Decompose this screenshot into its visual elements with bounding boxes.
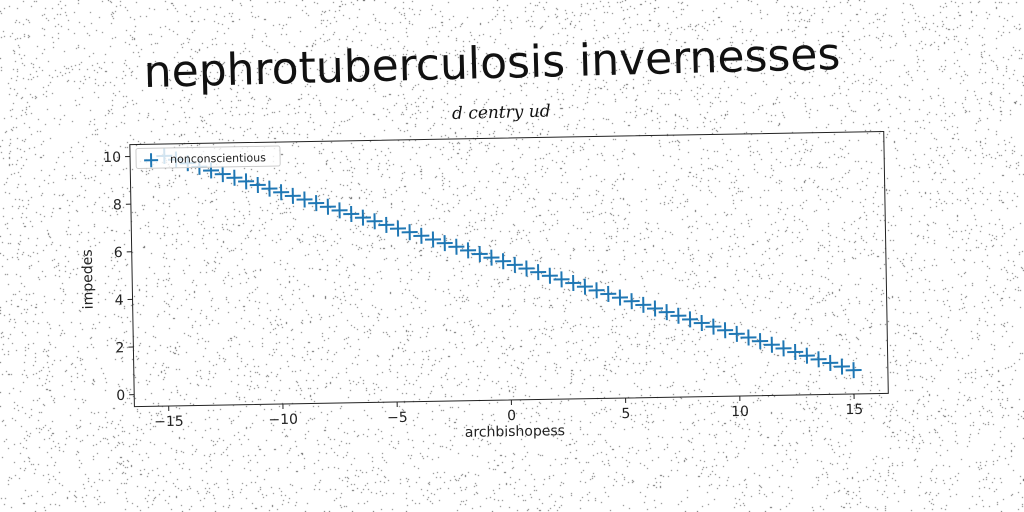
data-point — [623, 293, 640, 310]
data-point — [693, 314, 710, 332]
x-tick: 10 — [731, 396, 749, 420]
data-point — [717, 322, 734, 339]
chart-subtitle: d centry ud — [452, 101, 551, 124]
data-point — [483, 249, 500, 266]
x-tick: −15 — [154, 405, 184, 431]
data-point — [565, 275, 582, 292]
y-axis: 0 2 4 6 8 10 — [103, 150, 135, 404]
x-tick-label: 0 — [507, 408, 516, 424]
data-point — [296, 191, 313, 208]
data-point — [436, 235, 453, 252]
data-point — [226, 169, 243, 186]
data-point — [214, 166, 231, 183]
x-tick: −5 — [387, 401, 408, 426]
data-point — [658, 304, 675, 321]
data-point — [553, 271, 570, 288]
x-tick-label: 10 — [731, 404, 749, 420]
data-point — [249, 176, 266, 193]
data-point — [635, 296, 652, 313]
y-tick: 6 — [114, 245, 132, 261]
data-point — [775, 340, 792, 357]
x-tick-label: −15 — [154, 414, 184, 431]
data-point — [425, 231, 442, 248]
data-point — [366, 213, 383, 230]
data-point — [600, 285, 617, 302]
data-point — [541, 267, 558, 284]
data-point — [752, 333, 769, 350]
axes-frame — [129, 130, 889, 408]
data-point — [413, 227, 430, 244]
data-point — [343, 206, 360, 223]
data-point — [378, 216, 395, 233]
data-point — [471, 245, 488, 262]
data-point — [460, 242, 477, 259]
data-point — [401, 224, 418, 241]
y-tick-label: 10 — [103, 150, 121, 166]
data-point — [576, 278, 593, 295]
data-point — [646, 300, 664, 317]
data-point — [588, 282, 605, 299]
x-tick-label: −10 — [268, 412, 298, 429]
data-point — [611, 289, 628, 306]
y-tick-label: 2 — [115, 340, 124, 356]
y-tick: 10 — [103, 150, 131, 166]
data-point — [833, 358, 850, 375]
data-point — [822, 354, 839, 371]
x-tick-label: 15 — [845, 402, 863, 418]
chart-title: nephrotuberculosis invernesses — [143, 29, 841, 98]
data-point — [319, 198, 336, 215]
data-point — [448, 238, 465, 255]
data-point — [787, 344, 804, 361]
data-point — [354, 209, 371, 226]
x-tick: 15 — [845, 394, 863, 418]
y-tick-label: 6 — [114, 245, 123, 261]
x-tick: 5 — [621, 397, 630, 422]
data-point — [495, 253, 512, 270]
legend: nonconscientious — [135, 145, 281, 169]
data-point — [670, 307, 687, 324]
y-tick: 2 — [115, 340, 134, 356]
data-point — [238, 173, 255, 190]
x-tick-label: 5 — [621, 406, 630, 422]
data-point — [682, 311, 699, 328]
data-point — [740, 329, 757, 346]
data-point — [798, 347, 815, 364]
y-tick: 8 — [113, 197, 131, 213]
data-point — [261, 180, 278, 197]
y-tick-label: 4 — [115, 293, 124, 309]
y-tick-label: 8 — [113, 197, 122, 213]
data-point — [331, 202, 348, 219]
data-point — [705, 318, 722, 335]
data-point — [728, 325, 745, 342]
y-axis-label: impedes — [80, 249, 97, 309]
data-point — [389, 220, 406, 237]
data-point — [284, 187, 301, 204]
legend-box — [135, 145, 281, 169]
x-axis: −15 −10 −5 0 5 10 15 — [154, 394, 863, 430]
data-point — [810, 351, 827, 368]
data-point — [308, 195, 325, 212]
x-tick-label: −5 — [387, 410, 408, 426]
data-point — [763, 336, 780, 353]
x-axis-label: archbishopess — [465, 423, 565, 441]
data-point — [518, 260, 535, 277]
y-tick: 4 — [115, 293, 133, 309]
legend-marker — [144, 153, 159, 168]
y-tick: 0 — [116, 388, 135, 404]
legend-label: nonconscientious — [170, 151, 266, 166]
data-point — [273, 184, 290, 201]
data-point — [530, 264, 547, 281]
x-tick: 0 — [507, 399, 516, 424]
x-tick: −10 — [268, 403, 298, 429]
data-point — [845, 362, 862, 379]
y-tick-label: 0 — [116, 388, 125, 404]
data-markers — [156, 147, 862, 379]
data-point — [506, 256, 523, 273]
